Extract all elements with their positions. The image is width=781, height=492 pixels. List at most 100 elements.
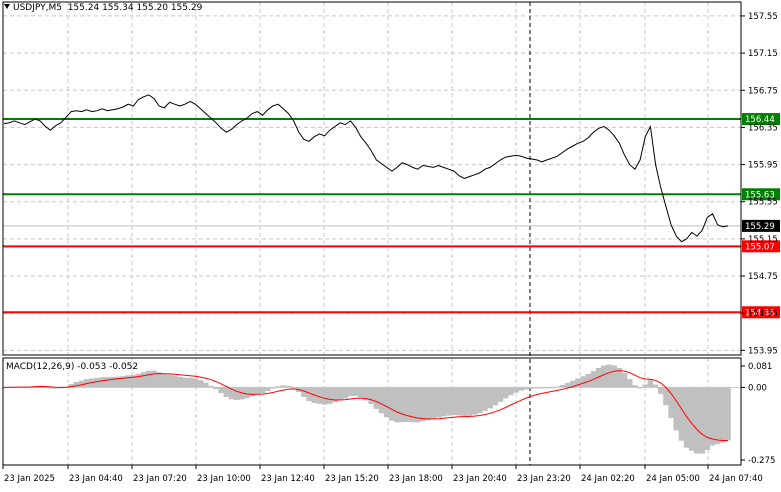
macd-histogram-bar <box>42 386 49 388</box>
macd-histogram-bar <box>699 387 705 454</box>
macd-histogram-bar <box>68 384 75 388</box>
level-label: 155.63 <box>745 190 775 200</box>
macd-histogram-bar <box>544 387 550 389</box>
level-label: 156.44 <box>745 115 775 125</box>
current-price-tag <box>742 219 780 232</box>
macd-histogram-bar <box>228 387 235 400</box>
level-tag <box>742 113 780 126</box>
macd-histogram-bar <box>570 380 576 388</box>
x-tick-label: 23 Jan 07:20 <box>133 474 187 484</box>
macd-histogram-bar <box>264 387 271 392</box>
macd-histogram-bar <box>611 365 618 388</box>
macd-histogram-bar <box>652 384 659 388</box>
axes: 157.55157.15156.75156.35155.95155.55155.… <box>2 1 778 484</box>
symbol-label: USDJPY,M5 <box>13 3 62 13</box>
macd-main-value: -0.053 <box>77 362 107 372</box>
macd-histogram-bar <box>52 387 59 389</box>
macd-histogram-bar <box>332 387 338 403</box>
macd-histogram-bar <box>363 387 369 401</box>
macd-histogram-bar <box>146 370 152 388</box>
y-tick-label: 157.15 <box>748 49 778 59</box>
macd-histogram-bar <box>197 380 204 388</box>
macd-histogram-bar <box>564 382 571 388</box>
macd-histogram-bar <box>73 381 80 388</box>
macd-pane-frame <box>2 357 742 466</box>
x-tick-label: 23 Jan 10:00 <box>197 474 251 484</box>
macd-histogram-bar <box>104 377 111 388</box>
macd-histogram-bar <box>647 379 654 388</box>
macd-histogram-bar <box>192 378 199 388</box>
macd-histogram-bar <box>404 387 411 423</box>
close-value: 155.29 <box>170 3 203 13</box>
macd-histogram-bar <box>249 387 256 397</box>
macd-indicator <box>1 364 741 454</box>
current-price-label: 155.29 <box>745 222 775 232</box>
macd-histogram-bar <box>616 367 623 388</box>
y-tick-label: 156.75 <box>748 86 778 96</box>
macd-histogram-bar <box>327 387 333 404</box>
macd-histogram-bar <box>378 387 385 414</box>
y-tick-label: 157.55 <box>748 12 778 22</box>
level-label: 155.07 <box>745 242 775 252</box>
macd-histogram-bar <box>461 387 468 416</box>
price-grid <box>2 2 741 465</box>
macd-tick-label: 0.081 <box>748 362 772 372</box>
macd-histogram-bar <box>678 387 685 441</box>
macd-histogram-bar <box>342 387 349 399</box>
price-series <box>3 94 729 243</box>
macd-histogram-bar <box>47 387 54 389</box>
macd-histogram-bar <box>420 387 426 422</box>
level-tag <box>742 188 780 201</box>
macd-histogram-bar <box>508 387 514 396</box>
macd-histogram-bar <box>626 379 633 388</box>
macd-histogram-bar <box>358 387 364 398</box>
macd-histogram-bar <box>202 382 209 388</box>
low-value: 155.20 <box>136 3 168 13</box>
macd-histogram-bar <box>621 372 628 388</box>
macd-histogram-bar <box>720 387 726 443</box>
macd-histogram-bar <box>714 387 721 444</box>
macd-histogram-bar <box>580 376 586 388</box>
macd-histogram-bar <box>244 387 250 399</box>
macd-histogram-bar <box>414 387 421 423</box>
macd-histogram-bar <box>632 385 638 388</box>
macd-histogram-bar <box>513 387 519 393</box>
x-tick-label: 23 Jan 18:00 <box>389 474 443 484</box>
macd-histogram-bar <box>208 385 214 388</box>
x-tick-label: 24 Jan 07:40 <box>709 474 763 484</box>
y-tick-label: 154.35 <box>748 309 778 319</box>
macd-histogram-bar <box>316 387 323 404</box>
macd-histogram-bar <box>347 387 354 397</box>
horizontal-levels: 156.44 155.63 155.07 154.36 155.29 <box>3 113 780 319</box>
macd-histogram-bar <box>683 387 690 448</box>
macd-histogram-bar <box>482 387 488 411</box>
x-tick-label: 23 Jan 15:20 <box>325 474 379 484</box>
macd-histogram-bar <box>559 384 566 388</box>
macd-signal-line <box>3 370 728 441</box>
macd-histogram-bar <box>389 387 395 421</box>
macd-histogram-bar <box>704 387 711 450</box>
macd-label: MACD(12,26,9) <box>6 362 75 372</box>
x-tick-label: 23 Jan 2025 <box>4 474 55 484</box>
macd-histogram-bar <box>114 376 121 388</box>
macd-histogram-bar <box>440 387 447 417</box>
macd-histogram-bar <box>430 387 437 420</box>
x-tick-label: 23 Jan 04:40 <box>69 474 123 484</box>
x-tick-label: 23 Jan 23:20 <box>517 474 571 484</box>
macd-histogram-bar <box>533 387 540 389</box>
macd-histogram-bar <box>171 375 178 388</box>
chevron-down-icon[interactable] <box>4 4 10 9</box>
macd-histogram-bar <box>280 385 287 388</box>
macd-histogram-bar <box>637 387 643 389</box>
macd-histogram-bar <box>435 387 442 418</box>
macd-histogram-bar <box>233 387 240 400</box>
level-tag <box>742 240 780 253</box>
price-line <box>3 94 729 243</box>
macd-histogram-bar <box>156 372 162 388</box>
macd-histogram-bar <box>151 370 157 388</box>
x-tick-label: 24 Jan 05:00 <box>646 474 700 484</box>
macd-header: MACD(12,26,9) -0.053 -0.052 <box>6 362 138 372</box>
macd-histogram-bar <box>140 372 147 388</box>
